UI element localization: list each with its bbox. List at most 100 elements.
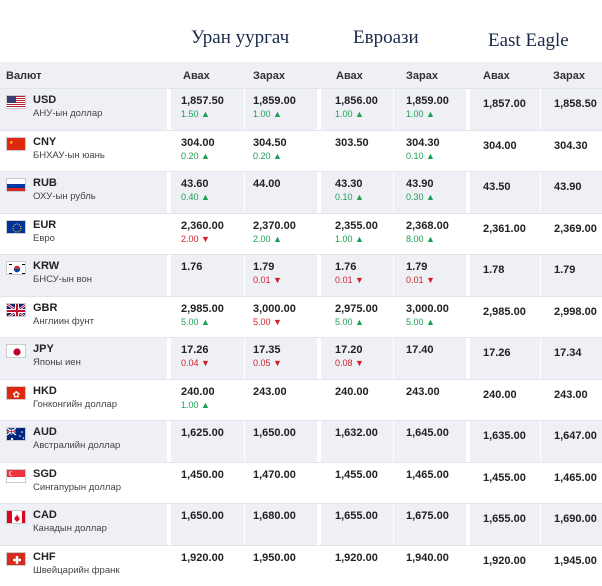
euroazi-buy-rate: 1,455.00: [335, 469, 378, 481]
euroazi-buy-rate: 1,920.00: [335, 552, 378, 564]
column-divider: [244, 503, 245, 545]
euroazi-sell-change: 0.10 ▲: [406, 151, 435, 161]
row-divider: [0, 171, 602, 172]
group-gap: [167, 254, 171, 296]
group-gap: [317, 213, 321, 255]
hk-flag: ✿: [6, 386, 26, 400]
east-eagle-sell-rate: 2,998.00: [554, 306, 597, 318]
column-divider: [244, 379, 245, 421]
euroazi-buy-rate: 2,975.00: [335, 303, 378, 315]
uran-buy-rate: 240.00: [181, 386, 215, 398]
sg-flag: [6, 469, 26, 483]
east-eagle-sell-rate: 1,690.00: [554, 513, 597, 525]
group-gap: [167, 213, 171, 255]
uran-sell-rate: 17.35: [253, 344, 281, 356]
uran-sell-rate: 44.00: [253, 178, 281, 190]
currency-name: Швейцарийн франк: [33, 565, 120, 576]
euroazi-sell-rate: 1,645.00: [406, 427, 449, 439]
euroazi-sell-change: 8.00 ▲: [406, 234, 435, 244]
ca-flag: [6, 510, 26, 524]
euroazi-sell-rate: 43.90: [406, 178, 434, 190]
row-divider: [0, 130, 602, 131]
cn-flag: ★: [6, 137, 26, 151]
group-gap: [167, 503, 171, 545]
currency-name: Гонконгийн доллар: [33, 399, 117, 410]
row-divider: [0, 503, 602, 504]
column-divider: [244, 420, 245, 462]
column-divider: [540, 545, 541, 586]
header-sell-1: Зарах: [253, 70, 285, 82]
euroazi-sell-rate: 1,675.00: [406, 510, 449, 522]
column-divider: [393, 462, 394, 504]
column-divider: [393, 379, 394, 421]
east-eagle-sell-rate: 1.79: [554, 264, 575, 276]
currency-code: JPY: [33, 343, 54, 355]
column-divider: [540, 379, 541, 421]
uran-buy-rate: 2,360.00: [181, 220, 224, 232]
row-divider: [0, 337, 602, 338]
currency-code: GBR: [33, 302, 57, 314]
gb-flag: [6, 303, 26, 317]
column-divider: [244, 130, 245, 172]
euroazi-buy-change: 5.00 ▲: [335, 317, 364, 327]
uran-sell-rate: 1.79: [253, 261, 274, 273]
east-eagle-sell-rate: 243.00: [554, 389, 588, 401]
row-background: [0, 337, 602, 379]
column-divider: [393, 503, 394, 545]
group-gap: [167, 296, 171, 338]
currency-name: БНСУ-ын вон: [33, 274, 92, 285]
east-eagle-sell-rate: 1,945.00: [554, 555, 597, 567]
group-gap: [317, 254, 321, 296]
group-gap: [167, 130, 171, 172]
uran-buy-rate: 304.00: [181, 137, 215, 149]
uran-buy-rate: 17.26: [181, 344, 209, 356]
row-divider: [0, 545, 602, 546]
header-buy-2: Авах: [336, 70, 363, 82]
currency-code: AUD: [33, 426, 57, 438]
currency-name: Сингапурын доллар: [33, 482, 121, 493]
currency-code: CHF: [33, 551, 56, 563]
uran-buy-rate: 43.60: [181, 178, 209, 190]
uran-sell-rate: 1,650.00: [253, 427, 296, 439]
kr-flag: [6, 261, 26, 275]
uran-buy-rate: 1,857.50: [181, 95, 224, 107]
uran-sell-change: 1.00 ▲: [253, 109, 282, 119]
header-currency: Валют: [6, 70, 42, 82]
euroazi-buy-change: 0.08 ▼: [335, 358, 364, 368]
group-gap: [466, 296, 470, 338]
currency-name: Японы иен: [33, 357, 81, 368]
uran-sell-rate: 1,470.00: [253, 469, 296, 481]
uran-buy-change: 5.00 ▲: [181, 317, 210, 327]
currency-name: Англиин фунт: [33, 316, 94, 327]
east-eagle-sell-rate: 43.90: [554, 181, 582, 193]
column-divider: [393, 545, 394, 586]
euroazi-buy-rate: 1,655.00: [335, 510, 378, 522]
euroazi-sell-rate: 3,000.00: [406, 303, 449, 315]
currency-code: EUR: [33, 219, 56, 231]
east-eagle-buy-rate: 240.00: [483, 389, 517, 401]
us-flag: [6, 95, 26, 109]
column-divider: [393, 254, 394, 296]
east-eagle-sell-rate: 1,465.00: [554, 472, 597, 484]
uran-buy-change: 1.00 ▲: [181, 400, 210, 410]
euroazi-sell-change: 0.01 ▼: [406, 275, 435, 285]
east-eagle-sell-rate: 304.30: [554, 140, 588, 152]
euroazi-buy-rate: 43.30: [335, 178, 363, 190]
header-sell-2: Зарах: [406, 70, 438, 82]
uran-buy-change: 2.00 ▼: [181, 234, 210, 244]
header-sell-3: Зарах: [553, 70, 585, 82]
column-divider: [244, 88, 245, 130]
east-eagle-buy-rate: 2,361.00: [483, 223, 526, 235]
au-flag: [6, 427, 26, 441]
uran-buy-rate: 1,650.00: [181, 510, 224, 522]
uran-buy-change: 0.40 ▲: [181, 192, 210, 202]
svg-text:★: ★: [9, 140, 14, 146]
column-divider: [244, 545, 245, 586]
column-divider: [540, 171, 541, 213]
